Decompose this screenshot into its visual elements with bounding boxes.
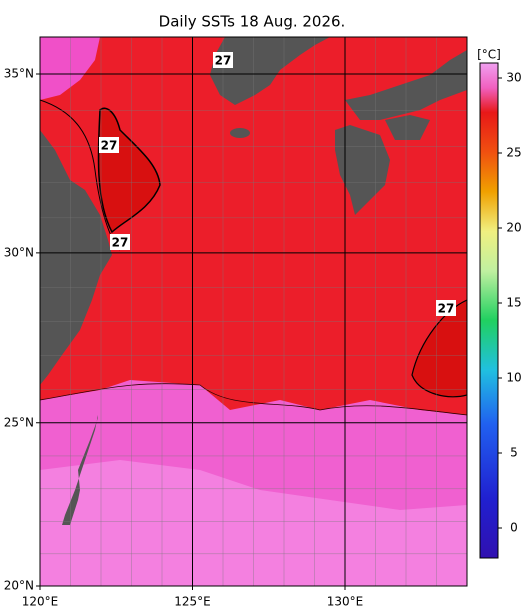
contour-label-box	[99, 137, 119, 153]
colorbar-tick-label: 5	[510, 446, 518, 460]
graticule	[36, 37, 467, 590]
colorbar-tick-label: 30	[506, 71, 521, 85]
map-frame	[39, 36, 468, 587]
colorbar-tick-label: 25	[506, 146, 521, 160]
y-tick-label: 30°N	[4, 245, 34, 259]
contour-label-box	[213, 52, 233, 68]
colorbar-tick-label: 20	[506, 221, 521, 235]
contour-label-box	[110, 234, 130, 250]
colorbar	[479, 62, 499, 559]
contour-label: 27	[215, 54, 232, 68]
colorbar-tick-label: 0	[510, 521, 518, 535]
contour-label: 27	[438, 302, 455, 316]
y-tick-label: 35°N	[4, 67, 34, 81]
contour-label-box	[436, 300, 456, 316]
y-tick-label: 25°N	[4, 415, 34, 429]
colorbar-unit: [°C]	[477, 48, 501, 62]
x-tick-label: 130°E	[327, 595, 364, 609]
y-tick-label: 20°N	[4, 579, 34, 593]
x-tick-label: 120°E	[22, 595, 59, 609]
contour-label: 27	[112, 236, 129, 250]
colorbar-tick-label: 15	[506, 296, 521, 310]
contour-label: 27	[101, 139, 118, 153]
colorbar-tick-label: 10	[506, 371, 521, 385]
x-tick-label: 125°E	[174, 595, 211, 609]
map-title: Daily SSTs 18 Aug. 2026.	[159, 13, 346, 31]
